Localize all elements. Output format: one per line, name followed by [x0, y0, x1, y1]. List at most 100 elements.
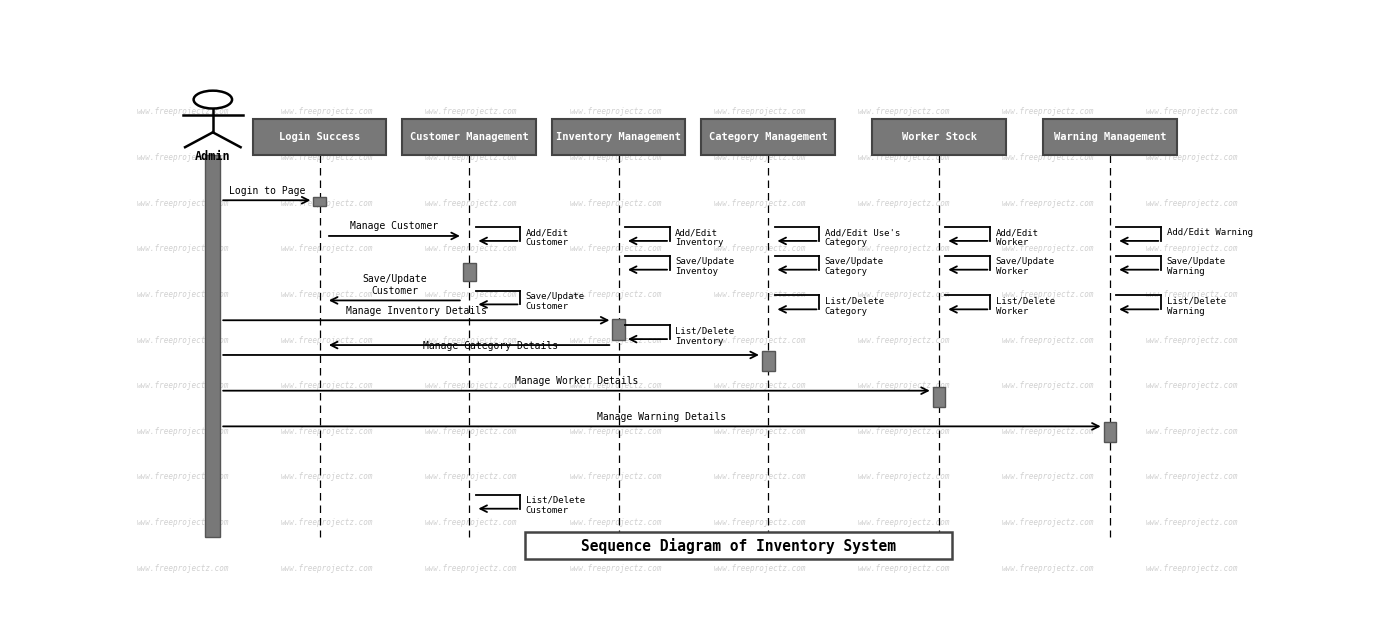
Text: www.freeprojectz.com: www.freeprojectz.com: [136, 199, 229, 208]
Text: www.freeprojectz.com: www.freeprojectz.com: [424, 336, 518, 345]
Text: www.freeprojectz.com: www.freeprojectz.com: [136, 153, 229, 162]
Text: www.freeprojectz.com: www.freeprojectz.com: [714, 244, 806, 253]
Text: www.freeprojectz.com: www.freeprojectz.com: [424, 518, 518, 527]
Text: www.freeprojectz.com: www.freeprojectz.com: [424, 473, 518, 482]
Text: www.freeprojectz.com: www.freeprojectz.com: [424, 199, 518, 208]
FancyBboxPatch shape: [254, 119, 386, 155]
Text: www.freeprojectz.com: www.freeprojectz.com: [281, 564, 373, 573]
Text: www.freeprojectz.com: www.freeprojectz.com: [281, 153, 373, 162]
Text: List/Delete
Warning: List/Delete Warning: [1167, 296, 1225, 316]
Text: www.freeprojectz.com: www.freeprojectz.com: [424, 381, 518, 390]
Text: www.freeprojectz.com: www.freeprojectz.com: [857, 518, 949, 527]
FancyBboxPatch shape: [872, 119, 1006, 155]
Text: Manage Customer: Manage Customer: [350, 222, 438, 231]
Text: www.freeprojectz.com: www.freeprojectz.com: [281, 336, 373, 345]
FancyBboxPatch shape: [313, 197, 327, 206]
Text: Login Success: Login Success: [278, 132, 360, 142]
Text: www.freeprojectz.com: www.freeprojectz.com: [569, 518, 661, 527]
Text: www.freeprojectz.com: www.freeprojectz.com: [1002, 427, 1094, 436]
Text: www.freeprojectz.com: www.freeprojectz.com: [136, 564, 229, 573]
Text: Manage Worker Details: Manage Worker Details: [515, 376, 638, 386]
Text: Save/Update
Warning: Save/Update Warning: [1167, 257, 1225, 276]
Text: Add/Edit
Customer: Add/Edit Customer: [526, 228, 569, 247]
Text: Manage Warning Details: Manage Warning Details: [597, 412, 726, 422]
Text: Manage Category Details: Manage Category Details: [423, 341, 558, 350]
Text: www.freeprojectz.com: www.freeprojectz.com: [281, 381, 373, 390]
Text: www.freeprojectz.com: www.freeprojectz.com: [569, 290, 661, 299]
Text: Manage Inventory Details: Manage Inventory Details: [346, 306, 486, 316]
Text: www.freeprojectz.com: www.freeprojectz.com: [281, 199, 373, 208]
Text: www.freeprojectz.com: www.freeprojectz.com: [857, 290, 949, 299]
Text: www.freeprojectz.com: www.freeprojectz.com: [569, 153, 661, 162]
Text: Save/Update
Inventoy: Save/Update Inventoy: [675, 257, 734, 276]
Text: Add/Edit
Inventory: Add/Edit Inventory: [675, 228, 723, 247]
Text: www.freeprojectz.com: www.freeprojectz.com: [136, 336, 229, 345]
FancyBboxPatch shape: [205, 155, 220, 538]
Text: www.freeprojectz.com: www.freeprojectz.com: [857, 473, 949, 482]
Text: www.freeprojectz.com: www.freeprojectz.com: [569, 564, 661, 573]
Text: www.freeprojectz.com: www.freeprojectz.com: [1002, 199, 1094, 208]
Text: Add/Edit Warning: Add/Edit Warning: [1167, 228, 1253, 237]
FancyBboxPatch shape: [933, 386, 945, 406]
Text: www.freeprojectz.com: www.freeprojectz.com: [1146, 153, 1239, 162]
Text: www.freeprojectz.com: www.freeprojectz.com: [136, 427, 229, 436]
Text: www.freeprojectz.com: www.freeprojectz.com: [1146, 518, 1239, 527]
Text: www.freeprojectz.com: www.freeprojectz.com: [857, 108, 949, 117]
Text: Save/Update
Customer: Save/Update Customer: [526, 292, 584, 311]
Text: www.freeprojectz.com: www.freeprojectz.com: [1002, 290, 1094, 299]
FancyBboxPatch shape: [553, 119, 685, 155]
Text: www.freeprojectz.com: www.freeprojectz.com: [714, 473, 806, 482]
Text: List/Delete
Category: List/Delete Category: [825, 296, 883, 316]
FancyBboxPatch shape: [701, 119, 835, 155]
Text: Customer Management: Customer Management: [409, 132, 529, 142]
Text: List/Delete
Customer: List/Delete Customer: [526, 496, 584, 515]
Text: www.freeprojectz.com: www.freeprojectz.com: [857, 564, 949, 573]
Text: www.freeprojectz.com: www.freeprojectz.com: [136, 290, 229, 299]
Text: www.freeprojectz.com: www.freeprojectz.com: [569, 381, 661, 390]
Text: www.freeprojectz.com: www.freeprojectz.com: [857, 244, 949, 253]
Text: www.freeprojectz.com: www.freeprojectz.com: [1146, 427, 1239, 436]
Text: www.freeprojectz.com: www.freeprojectz.com: [424, 290, 518, 299]
Text: www.freeprojectz.com: www.freeprojectz.com: [714, 427, 806, 436]
Text: www.freeprojectz.com: www.freeprojectz.com: [714, 153, 806, 162]
Text: Worker Stock: Worker Stock: [901, 132, 977, 142]
Text: www.freeprojectz.com: www.freeprojectz.com: [1002, 473, 1094, 482]
Text: www.freeprojectz.com: www.freeprojectz.com: [569, 244, 661, 253]
Text: www.freeprojectz.com: www.freeprojectz.com: [1002, 153, 1094, 162]
Text: www.freeprojectz.com: www.freeprojectz.com: [136, 381, 229, 390]
Text: www.freeprojectz.com: www.freeprojectz.com: [714, 518, 806, 527]
Text: Save/Update
Customer: Save/Update Customer: [362, 274, 427, 296]
Text: www.freeprojectz.com: www.freeprojectz.com: [136, 108, 229, 117]
Text: List/Delete
Inventory: List/Delete Inventory: [675, 327, 734, 346]
Text: www.freeprojectz.com: www.freeprojectz.com: [281, 518, 373, 527]
Text: www.freeprojectz.com: www.freeprojectz.com: [857, 153, 949, 162]
Text: Add/Edit
Worker: Add/Edit Worker: [996, 228, 1039, 247]
Text: www.freeprojectz.com: www.freeprojectz.com: [1002, 108, 1094, 117]
Text: www.freeprojectz.com: www.freeprojectz.com: [1146, 564, 1239, 573]
Text: www.freeprojectz.com: www.freeprojectz.com: [424, 108, 518, 117]
Text: www.freeprojectz.com: www.freeprojectz.com: [569, 336, 661, 345]
Text: www.freeprojectz.com: www.freeprojectz.com: [281, 244, 373, 253]
Text: List/Delete
Worker: List/Delete Worker: [996, 296, 1054, 316]
Text: www.freeprojectz.com: www.freeprojectz.com: [1146, 290, 1239, 299]
Text: www.freeprojectz.com: www.freeprojectz.com: [857, 199, 949, 208]
Text: www.freeprojectz.com: www.freeprojectz.com: [1002, 564, 1094, 573]
FancyBboxPatch shape: [525, 532, 952, 559]
Text: www.freeprojectz.com: www.freeprojectz.com: [857, 427, 949, 436]
Text: www.freeprojectz.com: www.freeprojectz.com: [136, 244, 229, 253]
Text: www.freeprojectz.com: www.freeprojectz.com: [569, 473, 661, 482]
Text: Save/Update
Category: Save/Update Category: [825, 257, 883, 276]
FancyBboxPatch shape: [1043, 119, 1177, 155]
Text: Warning Management: Warning Management: [1054, 132, 1166, 142]
Text: www.freeprojectz.com: www.freeprojectz.com: [569, 427, 661, 436]
Text: Category Management: Category Management: [708, 132, 828, 142]
Text: www.freeprojectz.com: www.freeprojectz.com: [136, 518, 229, 527]
Text: www.freeprojectz.com: www.freeprojectz.com: [1146, 108, 1239, 117]
FancyBboxPatch shape: [402, 119, 536, 155]
Text: www.freeprojectz.com: www.freeprojectz.com: [714, 199, 806, 208]
Text: www.freeprojectz.com: www.freeprojectz.com: [714, 381, 806, 390]
Text: Admin: Admin: [196, 150, 230, 163]
Text: www.freeprojectz.com: www.freeprojectz.com: [1146, 473, 1239, 482]
Text: Inventory Management: Inventory Management: [557, 132, 681, 142]
Text: www.freeprojectz.com: www.freeprojectz.com: [281, 473, 373, 482]
